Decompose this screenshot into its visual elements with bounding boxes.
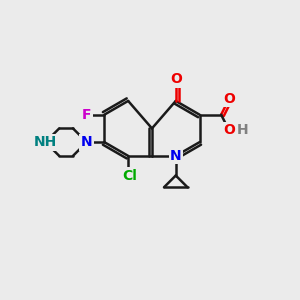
Text: O: O: [223, 123, 235, 137]
Text: O: O: [223, 92, 235, 106]
Text: NH: NH: [34, 135, 57, 149]
Text: N: N: [81, 135, 92, 149]
Text: F: F: [82, 108, 92, 122]
Text: N: N: [170, 149, 182, 163]
Text: O: O: [170, 72, 182, 86]
Text: H: H: [237, 123, 249, 137]
Text: Cl: Cl: [123, 169, 138, 182]
